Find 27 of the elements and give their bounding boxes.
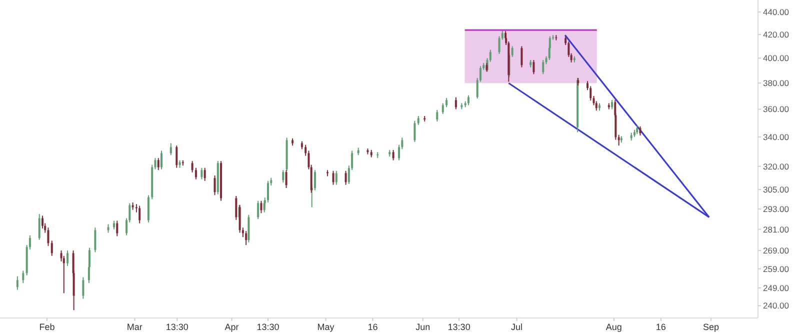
y-tick-label: 340.00 bbox=[763, 132, 790, 142]
x-tick-label: Apr bbox=[224, 322, 239, 332]
x-tick-label: 13:30 bbox=[256, 322, 280, 332]
y-tick-label: 320.00 bbox=[763, 161, 790, 172]
y-tick-label: 400.00 bbox=[763, 53, 790, 64]
x-tick-label: Feb bbox=[39, 322, 55, 332]
x-tick-label: May bbox=[317, 322, 335, 332]
y-tick-label: 240.00 bbox=[763, 300, 790, 311]
x-tick-label: Jun bbox=[416, 322, 430, 332]
x-tick-label: Mar bbox=[126, 322, 142, 332]
y-tick-label: 249.00 bbox=[763, 282, 790, 293]
x-tick-label: 16 bbox=[656, 322, 666, 332]
y-tick-label: 305.00 bbox=[763, 184, 790, 195]
x-tick-label: Aug bbox=[606, 322, 622, 332]
y-tick-label: 269.00 bbox=[763, 245, 790, 256]
y-tick-label: 293.00 bbox=[763, 204, 790, 214]
y-tick-label: 281.00 bbox=[763, 224, 790, 234]
y-tick-label: 420.00 bbox=[763, 29, 790, 40]
x-tick-label: 13:30 bbox=[166, 322, 188, 332]
x-tick-label: 13:30 bbox=[448, 322, 470, 332]
x-tick-label: 16 bbox=[368, 322, 378, 332]
x-tick-label: Jul bbox=[511, 322, 523, 332]
y-tick-label: 440.00 bbox=[763, 6, 790, 17]
x-tick-label: Sep bbox=[703, 322, 720, 332]
y-tick-label: 259.00 bbox=[763, 264, 790, 274]
y-tick-label: 380.00 bbox=[763, 78, 790, 88]
y-tick-label: 360.00 bbox=[763, 104, 790, 114]
